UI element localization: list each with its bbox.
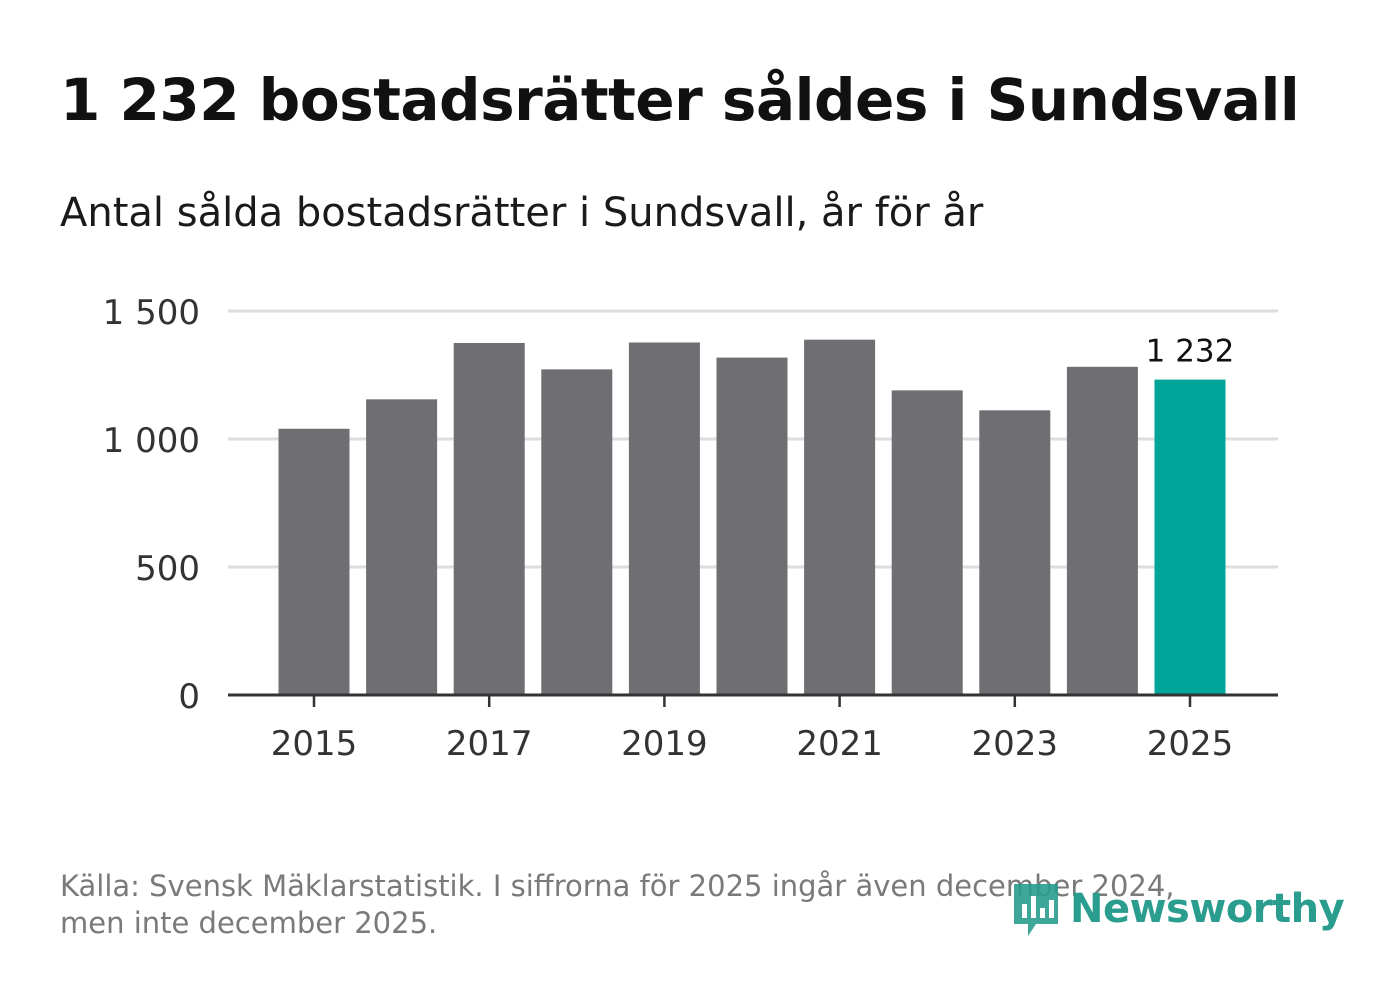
bar-chart: 1 232 0 500 1 000 1 500 2015 2017 2019 2021 2023…: [103, 293, 1278, 764]
newsworthy-logo-text: Newsworthy: [1070, 886, 1345, 932]
newsworthy-logo-icon: [1014, 884, 1058, 936]
bar-2017: [453, 343, 525, 695]
y-tick-label: 500: [135, 549, 200, 589]
source-line-1: Källa: Svensk Mäklarstatistik. I siffror…: [60, 869, 1175, 903]
newsworthy-logo: Newsworthy: [1010, 880, 1345, 938]
x-tick-label: 2019: [621, 724, 708, 764]
chart-subtitle: Antal sålda bostadsrätter i Sundsvall, å…: [60, 190, 984, 236]
bar-2022: [891, 390, 963, 695]
x-tick-label: 2023: [972, 724, 1059, 764]
bar-2018: [541, 369, 613, 695]
bar-2019: [628, 342, 700, 695]
x-tick-label: 2021: [796, 724, 883, 764]
y-tick-label: 1 000: [103, 421, 200, 461]
bar-2016: [366, 399, 438, 695]
bar-2023: [979, 410, 1051, 695]
bars: 1 232: [278, 334, 1235, 695]
axes: 0 500 1 000 1 500 2015 2017 2019 2021 2023 2025: [103, 293, 1278, 764]
x-tick-label: 2025: [1147, 724, 1234, 764]
data-label-2025: 1 232: [1146, 334, 1235, 370]
bar-2020: [716, 357, 788, 695]
bar-2015: [278, 428, 350, 695]
chart-title: 1 232 bostadsrätter såldes i Sundsvall: [60, 66, 1300, 134]
bar-2024: [1066, 366, 1138, 695]
source-note: Källa: Svensk Mäklarstatistik. I siffror…: [60, 868, 1260, 942]
x-tick-label: 2017: [446, 724, 533, 764]
y-tick-label: 1 500: [103, 293, 200, 333]
source-line-2: men inte december 2025.: [60, 906, 438, 940]
y-tick-label: 0: [178, 677, 200, 717]
bar-2021: [804, 339, 876, 695]
bar-2025: [1154, 379, 1226, 695]
x-tick-label: 2015: [271, 724, 358, 764]
